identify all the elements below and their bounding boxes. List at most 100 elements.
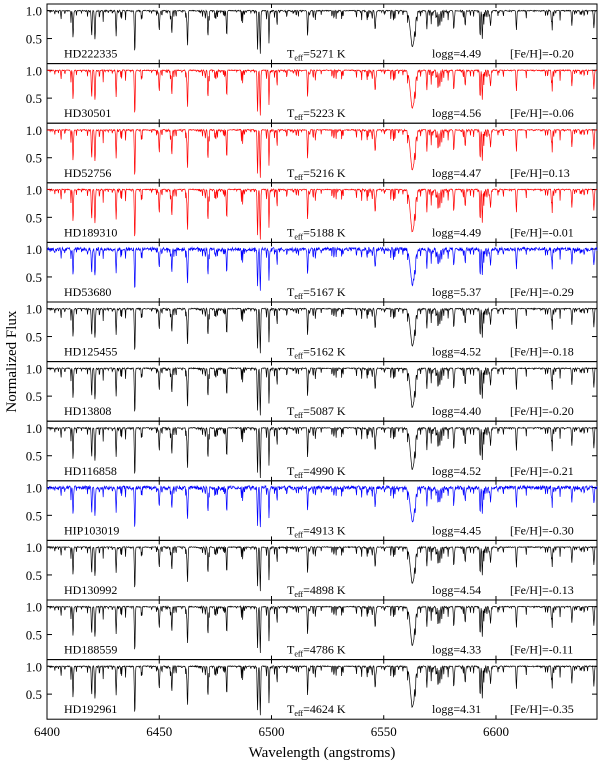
feh-label: [Fe/H]=-0.35 [510, 702, 574, 716]
logg-label: logg=4.49 [432, 47, 481, 61]
teff-value: =5167 [303, 285, 334, 299]
y-tick-label: 1.0 [26, 540, 42, 555]
spectrum-line [46, 307, 598, 354]
x-tick-label: 6400 [34, 724, 60, 739]
star-name-label: HD188559 [64, 643, 117, 657]
star-name-label: HD52756 [64, 166, 111, 180]
spectrum-line [46, 545, 598, 592]
teff-label: Teff=4624 K [287, 702, 346, 718]
spectrum-line [46, 128, 598, 178]
y-tick-label: 1.0 [26, 123, 42, 138]
star-name-label: HD116858 [64, 464, 117, 478]
y-tick-label: 0.5 [26, 389, 42, 404]
spectrum-line [46, 664, 598, 716]
feh-label: [Fe/H]=-0.30 [510, 523, 574, 537]
spectrum-panel: 1.0 0.5 HD125455 Teff=5162 K logg=4.52 [Fe/H]… [26, 301, 598, 363]
feh-label: [Fe/H]=-0.20 [510, 404, 574, 418]
teff-label: Teff=5223 K [287, 106, 346, 122]
spectrum-line [46, 604, 598, 654]
logg-label: logg=4.56 [432, 106, 481, 120]
y-tick-label: 0.5 [26, 151, 42, 166]
y-tick-label: 1.0 [26, 480, 42, 495]
star-name-label: HD125455 [64, 345, 117, 359]
y-tick-label: 0.5 [26, 330, 42, 345]
teff-value: =4624 [303, 702, 334, 716]
logg-label: logg=4.31 [432, 702, 481, 716]
logg-label: logg=4.52 [432, 464, 481, 478]
y-tick-label: 0.5 [26, 687, 42, 702]
spectrum-panel: 1.0 0.5 HD188559 Teff=4786 K logg=4.33 [Fe/H]… [26, 599, 598, 661]
teff-value: =4990 [303, 464, 334, 478]
y-tick-label: 1.0 [26, 182, 42, 197]
star-name-label: HD53680 [64, 285, 111, 299]
logg-label: logg=4.47 [432, 166, 481, 180]
spectrum-panel: 1.0 0.5 HD52756 Teff=5216 K logg=4.47 [Fe/H]=… [26, 122, 598, 184]
teff-label: Teff=5087 K [287, 404, 346, 420]
teff-label: Teff=4913 K [287, 523, 346, 539]
feh-label: [Fe/H]=0.13 [510, 166, 570, 180]
x-axis-title: Wavelength (angstroms) [249, 745, 396, 761]
teff-label: Teff=5216 K [287, 166, 346, 182]
teff-label: Teff=4898 K [287, 583, 346, 599]
star-name-label: HD222335 [64, 47, 117, 61]
spectrum-panel: 1.0 0.5 HD116858 Teff=4990 K logg=4.52 [Fe/H]… [26, 420, 598, 482]
teff-label: Teff=5167 K [287, 285, 346, 301]
y-tick-label: 0.5 [26, 628, 42, 643]
y-tick-label: 1.0 [26, 361, 42, 376]
logg-label: logg=4.52 [432, 345, 481, 359]
y-tick-label: 1.0 [26, 63, 42, 78]
teff-value: =5162 [303, 345, 334, 359]
x-axis: 6400 6450 6500 6550 6600 [34, 724, 509, 739]
feh-label: [Fe/H]=-0.06 [510, 106, 574, 120]
teff-value: =4786 [303, 643, 334, 657]
spectrum-panel: 1.0 0.5 HD53680 Teff=5167 K logg=5.37 [Fe/H]=… [26, 241, 598, 303]
teff-value: =5087 [303, 404, 334, 418]
spectrum-line [46, 366, 598, 416]
spectrum-line [46, 68, 598, 116]
spectrum-line [46, 246, 598, 291]
y-axis-title: Normalized Flux [4, 310, 20, 413]
spectrum-panel: 1.0 0.5 HD30501 Teff=5223 K logg=4.56 [Fe/H]=… [26, 63, 598, 124]
x-tick-label: 6450 [146, 724, 172, 739]
spectrum-panels: 1.0 0.5 HD222335 Teff=5271 K logg=4.49 [Fe/H]… [26, 3, 598, 720]
teff-value: =5271 [303, 47, 334, 61]
teff-value: =5223 [303, 106, 334, 120]
y-tick-label: 1.0 [26, 421, 42, 436]
y-tick-label: 0.5 [26, 508, 42, 523]
spectrum-panel: 1.0 0.5 HIP103019 Teff=4913 K logg=4.45 [Fe/H… [26, 480, 598, 541]
teff-value: =5216 [303, 166, 334, 180]
teff-label: Teff=5271 K [287, 47, 346, 63]
y-tick-label: 0.5 [26, 210, 42, 225]
spectrum-line [46, 188, 598, 240]
y-tick-label: 0.5 [26, 32, 42, 47]
star-name-label: HD192961 [64, 702, 117, 716]
feh-label: [Fe/H]=-0.13 [510, 583, 574, 597]
spectrum-panel: 1.0 0.5 HD13808 Teff=5087 K logg=4.40 [Fe/H]=… [26, 361, 598, 422]
spectrum-panel: 1.0 0.5 HD189310 Teff=5188 K logg=4.49 [Fe/H]… [26, 182, 598, 243]
feh-label: [Fe/H]=-0.29 [510, 285, 574, 299]
teff-label: Teff=4786 K [287, 643, 346, 659]
y-tick-label: 1.0 [26, 242, 42, 257]
panel-frame [46, 659, 598, 720]
star-name-label: HIP103019 [64, 523, 119, 537]
x-tick-label: 6500 [258, 724, 284, 739]
y-tick-label: 0.5 [26, 91, 42, 106]
spectrum-line [46, 426, 598, 479]
star-name-label: HD130992 [64, 583, 117, 597]
y-tick-label: 1.0 [26, 600, 42, 615]
feh-label: [Fe/H]=-0.18 [510, 345, 574, 359]
teff-label: Teff=5162 K [287, 345, 346, 361]
logg-label: logg=4.33 [432, 643, 481, 657]
y-tick-label: 0.5 [26, 270, 42, 285]
feh-label: [Fe/H]=-0.21 [510, 464, 574, 478]
y-tick-label: 0.5 [26, 449, 42, 464]
y-tick-label: 0.5 [26, 568, 42, 583]
y-tick-label: 1.0 [26, 302, 42, 317]
spectrum-line [46, 9, 598, 54]
spectrum-line [46, 484, 598, 528]
logg-label: logg=4.54 [432, 583, 481, 597]
star-name-label: HD189310 [64, 225, 117, 239]
teff-value: =5188 [303, 225, 334, 239]
feh-label: [Fe/H]=-0.11 [510, 643, 573, 657]
star-name-label: HD30501 [64, 106, 111, 120]
